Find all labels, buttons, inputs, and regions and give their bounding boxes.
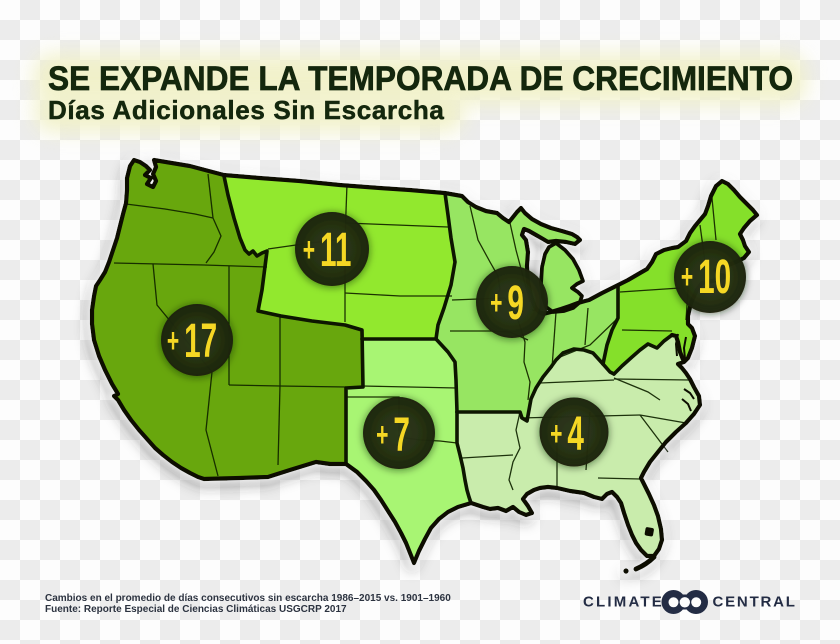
svg-text:+7: +7 xyxy=(376,409,410,462)
svg-text:CENTRAL: CENTRAL xyxy=(713,594,797,611)
svg-text:+11: +11 xyxy=(303,224,352,277)
svg-text:+4: +4 xyxy=(550,408,584,461)
svg-text:CLIMATE: CLIMATE xyxy=(583,594,664,611)
svg-text:+10: +10 xyxy=(681,251,731,304)
svg-text:+17: +17 xyxy=(167,315,217,368)
svg-text:+9: +9 xyxy=(490,277,524,330)
